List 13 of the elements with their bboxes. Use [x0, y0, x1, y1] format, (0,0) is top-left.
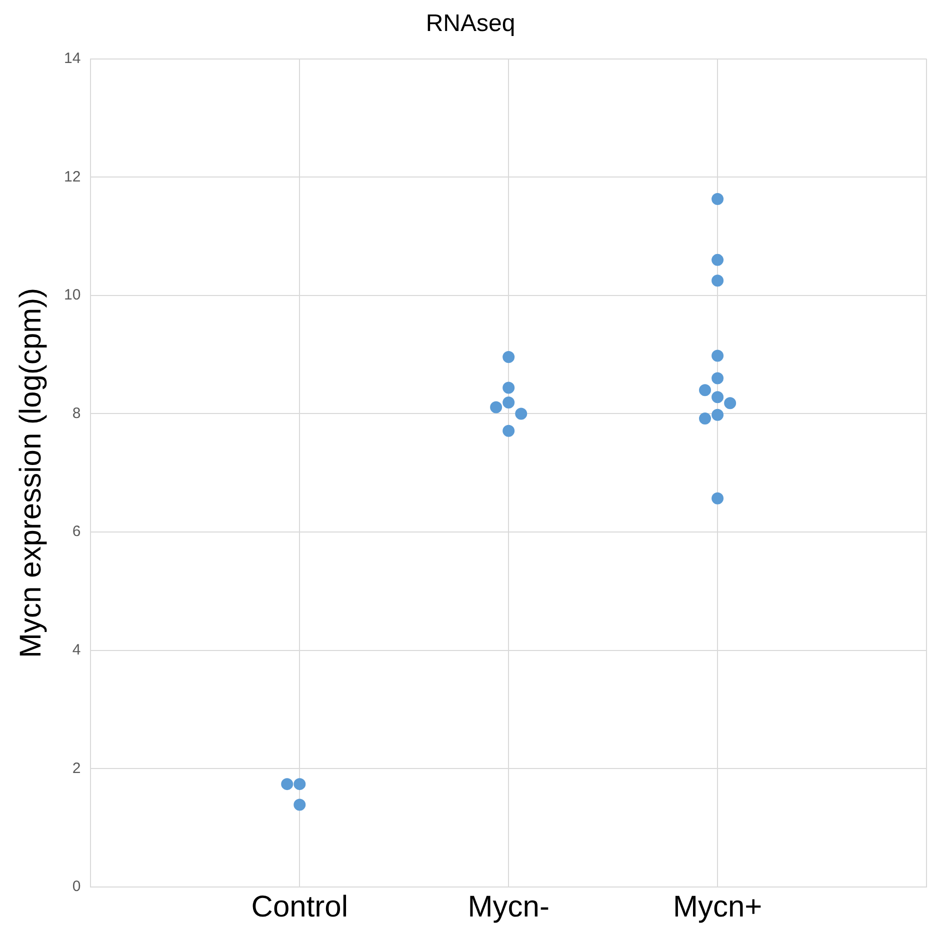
y-tick-label: 0 [72, 878, 81, 896]
y-axis-title: Mycn expression (log(cpm)) [14, 288, 48, 658]
y-tick-label: 8 [72, 404, 81, 422]
y-tick-label: 14 [64, 50, 81, 67]
y-tick-label: 6 [72, 523, 81, 540]
y-tick-label: 2 [72, 760, 81, 777]
y-tick-label: 10 [64, 286, 81, 304]
x-tick-label: Mycn+ [672, 890, 762, 924]
x-tick-label: Control [251, 890, 348, 924]
chart-title: RNAseq [426, 10, 516, 38]
y-tick-label: 4 [72, 642, 81, 659]
x-tick-label: Mycn- [468, 890, 550, 924]
y-tick-label: 12 [64, 168, 81, 186]
